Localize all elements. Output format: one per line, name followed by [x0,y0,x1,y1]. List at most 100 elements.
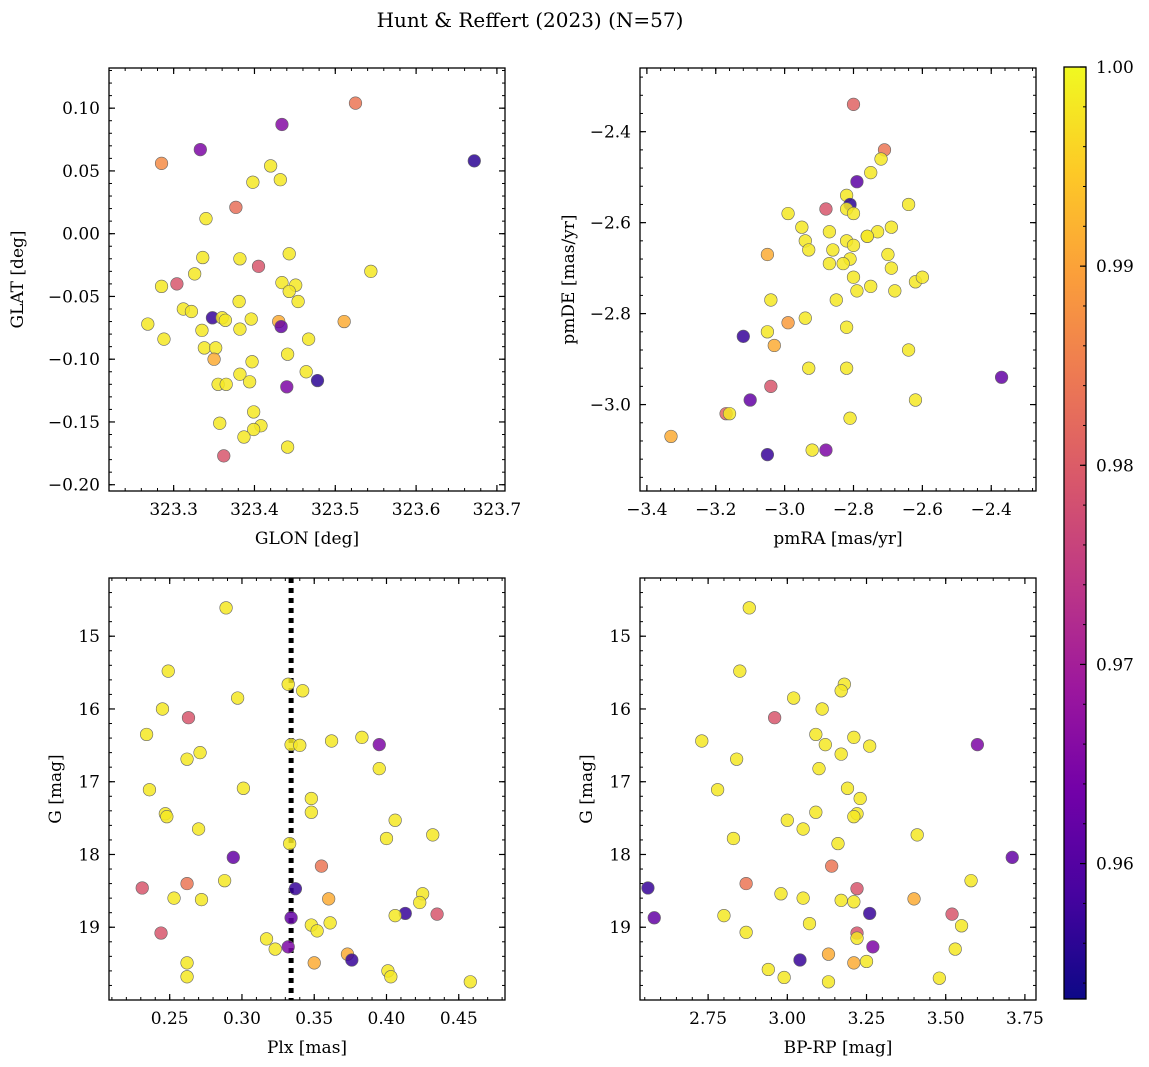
data-point [850,882,864,896]
x-tick-label: 0.40 [368,1009,406,1029]
data-point [310,924,324,938]
data-point [795,220,809,234]
data-point [829,293,843,307]
data-point [304,805,318,819]
data-point [831,836,845,851]
data-point [802,361,816,375]
data-point [743,393,757,407]
data-point [161,664,175,678]
data-point [847,810,861,824]
data-point [809,805,823,819]
data-point [846,270,861,284]
axes-frame [108,67,506,492]
data-point [226,850,240,864]
x-tick-label: 0.45 [440,1009,478,1029]
data-point [847,730,861,744]
x-axis-label: BP-RP [mag] [784,1038,893,1058]
data-point [388,813,402,827]
y-axis-label: G [mag] [577,754,597,823]
y-tick-label: 19 [609,918,631,938]
data-point [232,294,246,309]
data-point [846,97,861,111]
y-tick-label: 17 [609,773,631,793]
y-axis-label: GLAT [deg] [8,230,28,328]
y-tick-label: 16 [78,700,100,720]
data-point [299,365,313,379]
data-point [348,96,363,110]
x-tick-label: −3.4 [626,500,667,520]
data-point [948,942,962,956]
data-point [324,734,339,748]
data-point [777,970,791,985]
x-tick-label: 0.35 [295,1009,333,1029]
data-point [1005,850,1019,864]
data-point [251,259,266,273]
x-tick-label: −2.6 [902,500,943,520]
data-point [884,220,898,234]
data-point [840,320,854,334]
data-point [809,727,823,742]
data-point [964,874,978,888]
data-point [847,956,861,970]
y-tick-label: −0.10 [48,350,100,370]
data-point [647,911,661,925]
data-point [184,304,199,319]
data-point [302,332,316,346]
data-point [345,953,359,967]
y-axis-label: pmDE [mas/yr] [559,214,579,344]
axes-frame [639,67,1037,492]
y-tick-label: 18 [609,845,631,865]
data-point [863,906,877,921]
data-point [281,677,295,691]
data-point [847,895,861,909]
x-tick-label: −2.8 [833,500,874,520]
colorbar-tick-label: 0.98 [1096,456,1134,476]
data-point [207,352,221,366]
data-point [760,247,775,262]
data-point [908,393,923,407]
data-point [135,881,149,895]
data-point [157,332,171,346]
data-point [275,276,289,290]
data-point [888,284,902,298]
data-point [194,892,209,907]
x-axis-label: Plx [mas] [267,1038,347,1058]
data-point [233,367,247,381]
data-point [853,791,867,806]
data-point [733,664,747,678]
data-point [805,443,819,457]
data-point [247,422,261,437]
data-point [281,940,295,954]
data-point [798,311,812,325]
colorbar: 0.96 0.97 0.98 0.99 1.00 [1063,58,1134,1000]
data-point [282,284,296,299]
data-point [711,783,725,797]
data-point [836,256,850,271]
y-tick-label: 0.05 [62,162,100,182]
data-point [768,711,782,725]
data-point [154,926,168,940]
data-point [932,971,946,985]
data-point [850,175,864,189]
panel-plx-g: 0.25 0.30 0.35 0.40 0.45 15 16 17 18 19 Plx [mas] G… [46,577,506,1058]
data-point [695,734,709,748]
x-tick-label: 323.5 [311,500,360,520]
y-tick-label: −0.05 [48,287,100,307]
panel-pmra-pmde: −3.4 −3.2 −3.0 −2.8 −2.6 −2.4 −3.0 −2.8 −2.6 −2.4… [559,67,1037,549]
data-point [793,953,807,967]
data-point [243,375,257,389]
data-point [787,691,801,705]
data-point [199,212,213,226]
data-point [284,911,298,925]
data-point [281,347,295,361]
data-point [767,338,781,353]
x-tick-label: 323.3 [149,500,198,520]
data-point [180,876,194,891]
y-tick-label: 15 [609,627,631,647]
data-point [154,279,169,294]
data-point [781,316,795,330]
colorbar-tick-label: 0.99 [1096,257,1134,277]
data-point [264,159,278,173]
colorbar-tick-label: 0.96 [1096,855,1134,875]
data-point [764,293,778,307]
